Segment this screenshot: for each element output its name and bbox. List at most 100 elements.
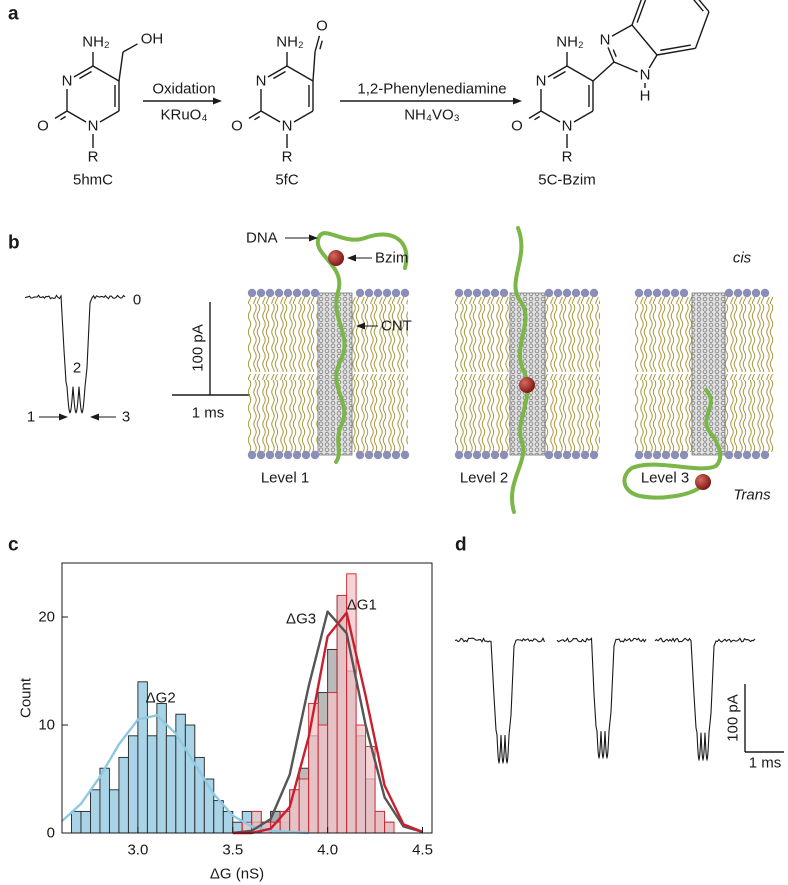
lipid-head bbox=[670, 288, 680, 298]
bond bbox=[99, 110, 120, 123]
atom-label: O bbox=[316, 18, 328, 35]
lipid-head bbox=[355, 288, 365, 298]
bzim-ball bbox=[519, 377, 535, 393]
lipid-head bbox=[634, 288, 644, 298]
lipid-head bbox=[742, 288, 752, 298]
lipid-head bbox=[481, 450, 491, 460]
bond bbox=[312, 51, 316, 82]
lipid-head bbox=[247, 450, 257, 460]
histogram-bar bbox=[99, 767, 110, 834]
arrow-head bbox=[59, 413, 68, 421]
bond bbox=[118, 51, 124, 82]
histogram-bar bbox=[108, 789, 120, 834]
lipid-head bbox=[733, 450, 743, 460]
x-tick-label: 3.5 bbox=[222, 842, 243, 859]
lipid-head bbox=[679, 450, 689, 460]
lipid-head bbox=[373, 288, 383, 298]
annotation: ΔG2 bbox=[146, 690, 176, 707]
current-trace bbox=[24, 294, 126, 414]
lipid-head bbox=[499, 450, 509, 460]
atom-label: H bbox=[640, 88, 651, 105]
atom-label: N bbox=[600, 32, 611, 49]
panel-label: a bbox=[8, 4, 19, 25]
bond bbox=[547, 65, 568, 78]
bond bbox=[660, 44, 691, 52]
lipid-head bbox=[391, 450, 401, 460]
lipid-head bbox=[463, 288, 473, 298]
lipid-head bbox=[553, 450, 563, 460]
y-tick-label: 10 bbox=[38, 717, 55, 734]
lipid-head bbox=[364, 288, 374, 298]
lipid-head bbox=[544, 450, 554, 460]
reagent: 1,2-Phenylenediamine bbox=[357, 81, 506, 98]
model-label: Bzim bbox=[375, 250, 408, 267]
atom-label: NH₂ bbox=[82, 34, 110, 51]
bond bbox=[613, 61, 638, 73]
lipid-head bbox=[283, 450, 293, 460]
compound-name: 5fC bbox=[275, 172, 299, 189]
panel-label: d bbox=[455, 535, 467, 556]
lipid-head bbox=[391, 288, 401, 298]
histogram-bar bbox=[165, 735, 177, 834]
bond bbox=[79, 70, 92, 80]
arrow-head bbox=[90, 413, 99, 421]
compound-name: 5hmC bbox=[73, 172, 113, 189]
panel-label: b bbox=[8, 233, 20, 254]
lipid-head bbox=[292, 288, 302, 298]
lipid-head bbox=[292, 450, 302, 460]
lipid-head bbox=[661, 450, 671, 460]
lipid-head bbox=[472, 288, 482, 298]
atom-label: N bbox=[640, 67, 651, 84]
bond bbox=[611, 24, 633, 37]
bond bbox=[60, 115, 67, 121]
atom-label: R bbox=[88, 149, 99, 166]
lipid-head bbox=[544, 288, 554, 298]
lipid-head bbox=[463, 450, 473, 460]
level-label: 0 bbox=[133, 292, 141, 309]
reagent: Oxidation bbox=[152, 81, 215, 98]
bond bbox=[566, 65, 594, 82]
histogram-bar bbox=[384, 821, 395, 834]
dna-strand bbox=[510, 226, 530, 514]
model-label: Trans bbox=[733, 487, 771, 504]
scale-label: 100 pA bbox=[725, 694, 742, 742]
lipid-head bbox=[742, 450, 752, 460]
model-label: DNA bbox=[246, 230, 278, 247]
nanotube bbox=[509, 292, 546, 456]
bond bbox=[54, 110, 68, 119]
lipid-head bbox=[760, 450, 770, 460]
atom-label: NH₂ bbox=[556, 34, 584, 51]
bond bbox=[273, 70, 286, 80]
bond bbox=[553, 70, 566, 80]
atom-label: N bbox=[256, 73, 267, 90]
lipid-head bbox=[733, 288, 743, 298]
histogram-bar bbox=[90, 789, 101, 834]
lipid-head bbox=[382, 288, 392, 298]
plot-frame bbox=[61, 562, 433, 834]
dna-strand bbox=[622, 388, 723, 500]
fit-curve bbox=[232, 611, 423, 835]
x-tick-label: 3.0 bbox=[127, 842, 148, 859]
atom-label: N bbox=[562, 118, 573, 135]
annotation: ΔG3 bbox=[286, 611, 316, 628]
bond bbox=[286, 65, 314, 82]
atom-label: OH bbox=[141, 31, 164, 48]
x-tick-label: 4.5 bbox=[412, 842, 433, 859]
bond bbox=[534, 115, 541, 121]
y-tick-label: 20 bbox=[38, 609, 55, 626]
panel-label: c bbox=[8, 535, 19, 556]
lipid-head bbox=[652, 450, 662, 460]
bzim-ball bbox=[695, 474, 711, 490]
x-tick-label: 4.0 bbox=[317, 842, 338, 859]
model-label: cis bbox=[733, 250, 752, 267]
bond bbox=[540, 110, 561, 123]
bond bbox=[656, 47, 696, 56]
lipid-head bbox=[580, 450, 590, 460]
lipid-head bbox=[310, 288, 320, 298]
bond bbox=[73, 65, 94, 78]
bond bbox=[122, 43, 138, 53]
lipid-head bbox=[589, 450, 599, 460]
atom-label: N bbox=[62, 73, 73, 90]
lipid-head bbox=[643, 450, 653, 460]
